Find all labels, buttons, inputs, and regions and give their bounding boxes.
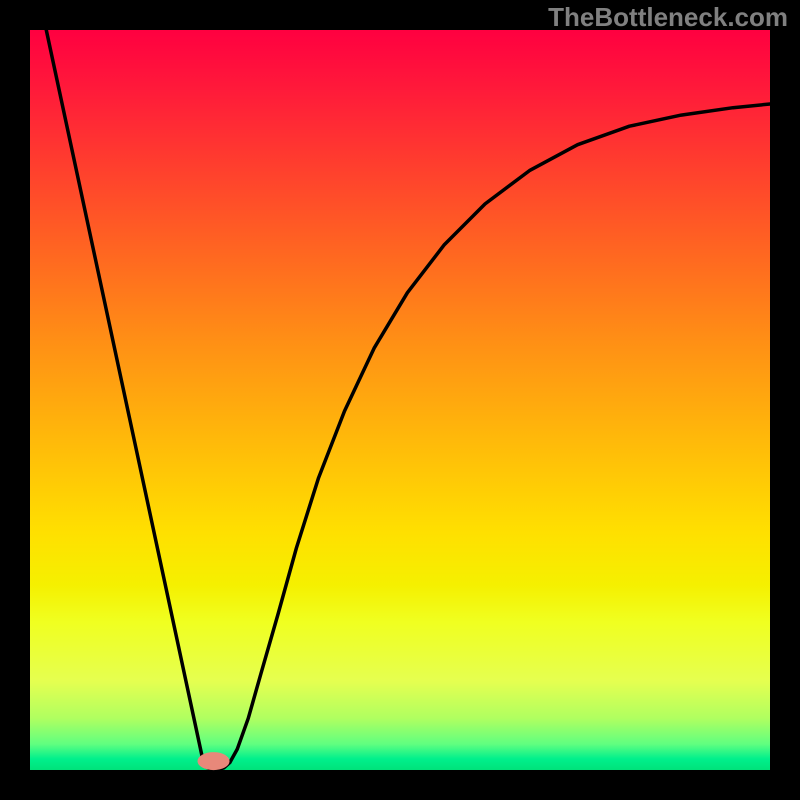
watermark-text: TheBottleneck.com <box>548 2 788 33</box>
minimum-marker <box>198 752 230 770</box>
bottleneck-chart <box>0 0 800 800</box>
chart-plot-area <box>30 30 770 770</box>
chart-container: TheBottleneck.com <box>0 0 800 800</box>
